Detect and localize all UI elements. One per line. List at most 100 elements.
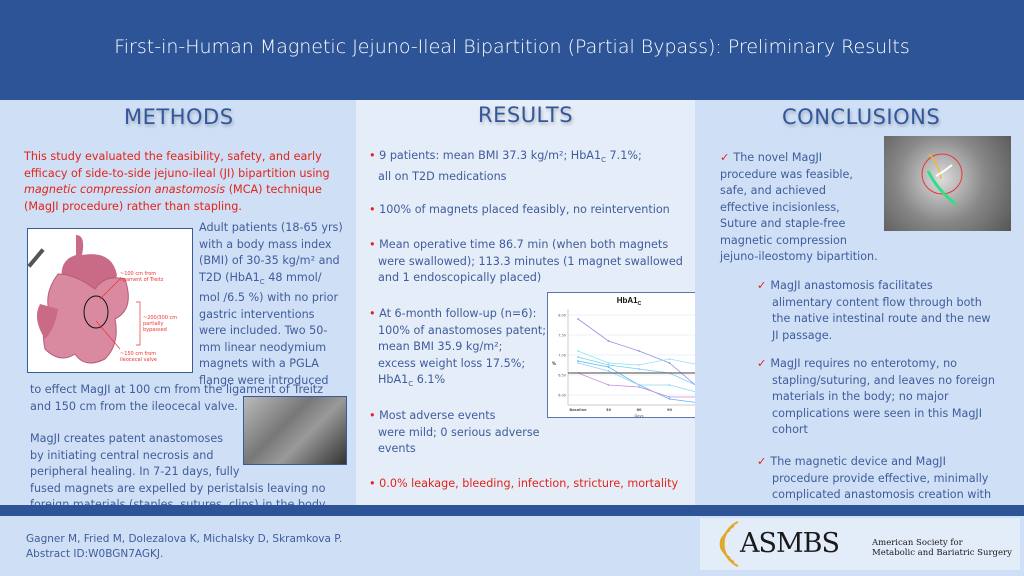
line: JI passage. xyxy=(772,328,833,342)
result-bullet: • 100% of magnets placed feasibly, no re… xyxy=(369,203,670,216)
data-point xyxy=(607,364,610,366)
logo-arcs-icon xyxy=(719,521,739,567)
check-icon: ✓ xyxy=(757,455,767,468)
line: foreign materials (staples, sutures, cli… xyxy=(30,498,328,505)
data-point xyxy=(668,396,671,398)
line: fused magnets are expelled by peristalsi… xyxy=(30,481,326,495)
text: The novel MagJI xyxy=(733,151,823,164)
data-point xyxy=(607,370,610,372)
y-tick-label: 6.00 xyxy=(558,394,566,398)
data-point xyxy=(638,368,640,370)
text: 100% of anastomoses patent; xyxy=(378,323,547,337)
chart-title: HbA1C xyxy=(617,296,642,307)
diagram-label: ligament of Treitz xyxy=(120,277,164,283)
conclusion-item: ✓ MagJI anastomosis facilitates alimentary… xyxy=(757,278,1022,344)
conclusion-item: ✓ The magnetic device and MagJI procedure … xyxy=(757,454,1022,504)
methods-intro: This study evaluated the feasibility, sa… xyxy=(24,149,344,215)
text: At 6-month follow-up (n=6): xyxy=(379,307,537,320)
methods-mechanism-text: MagJI creates patent anastomoses by init… xyxy=(30,431,350,505)
diagram-label: ~200/300 cm xyxy=(143,315,177,321)
line: effective incisionless, xyxy=(720,200,840,214)
text: events xyxy=(378,442,416,455)
conclusions-column: CONCLUSIONS ✓ The novel MagJI procedure wa… xyxy=(695,100,1024,505)
line: with a body mass index xyxy=(199,237,332,251)
text: were swallowed); 113.3 minutes (1 magnet… xyxy=(378,254,683,268)
x-tick-label: 60 xyxy=(636,408,642,412)
line: magnets with a PGLA xyxy=(199,357,319,371)
data-point xyxy=(638,386,640,388)
data-point xyxy=(577,356,579,358)
text: and 1 endoscopically placed) xyxy=(378,271,542,284)
subscript: C xyxy=(408,380,414,389)
y-axis-label: % xyxy=(552,361,556,366)
text: T2D (HbA1 xyxy=(199,270,260,284)
line: MagJI creates patent anastomoses xyxy=(30,432,224,445)
line: procedure was feasible, xyxy=(720,167,853,181)
data-point xyxy=(607,362,610,364)
line: peripheral healing. In 7-21 days, fully xyxy=(30,465,240,478)
text: The magnetic device and MagJI xyxy=(770,455,946,468)
data-point xyxy=(607,384,610,386)
asmbs-logo: ASMBS American Society for Metabolic and … xyxy=(700,518,1020,570)
line: and 150 cm from the ileocecal valve. xyxy=(30,399,238,413)
poster-title: First-in-Human Magnetic Jejuno-Ileal Bip… xyxy=(114,36,910,58)
line: magnetic compression xyxy=(720,233,847,247)
data-point xyxy=(638,384,640,386)
methods-column: METHODS This study evaluated the feasibi… xyxy=(0,100,356,505)
diagram-label: partially xyxy=(143,321,163,327)
text: mean BMI 35.9 kg/m²; xyxy=(378,340,503,353)
text: Mean operative time 86.7 min (when both … xyxy=(379,238,669,251)
y-tick-label: 7.50 xyxy=(558,334,566,338)
x-tick-label: 90 xyxy=(667,408,673,412)
conclusion-item: ✓ The novel MagJI procedure was feasible, s… xyxy=(720,150,890,266)
result-bullet: • 9 patients: mean BMI 37.3 kg/m²; HbA1C… xyxy=(369,149,642,183)
intro-emphasis: magnetic compression anastomosis xyxy=(24,183,226,196)
line: complications were seen in this MagJI xyxy=(772,406,983,420)
authors: Gagner M, Fried M, Dolezalova K, Michals… xyxy=(26,533,343,545)
xray-image xyxy=(243,396,347,465)
text: 6.1% xyxy=(413,373,446,386)
hba1c-chart: HbA1C 8.00 7.50 7.00 6.50 6.00% Baseline 30 60 90… xyxy=(547,292,710,418)
subscript: C xyxy=(259,277,265,286)
logo-text: ASMBS xyxy=(740,528,840,559)
data-point xyxy=(607,366,610,368)
data-point xyxy=(668,358,671,360)
abstract-id: Abstract ID:W0BGN7AGKJ. xyxy=(26,548,164,560)
y-tick-label: 8.00 xyxy=(558,314,566,318)
data-point xyxy=(638,364,640,366)
line: Suture and staple-free xyxy=(720,217,846,230)
title-banner: First-in-Human Magnetic Jejuno-Ileal Bip… xyxy=(0,0,1024,100)
text: HbA1 xyxy=(378,373,409,386)
line: alimentary content flow through both xyxy=(772,295,982,309)
data-point xyxy=(577,362,579,364)
intro-text-end: (MCA) technique (MagJI procedure) rather… xyxy=(24,183,322,213)
line: the native intestinal route and the new xyxy=(772,312,991,325)
line: stapling/suturing, and leaves no foreign xyxy=(772,373,995,387)
x-axis-label: Days xyxy=(635,414,644,418)
data-point xyxy=(668,398,671,400)
line: cohort xyxy=(772,423,808,436)
x-tick-label: 30 xyxy=(606,408,612,412)
line: mm linear neodymium xyxy=(199,340,327,354)
intro-text: This study evaluated the feasibility, sa… xyxy=(24,150,330,180)
check-icon: ✓ xyxy=(757,279,767,292)
line: flange were introduced xyxy=(199,373,329,387)
y-tick-label: 6.50 xyxy=(558,374,566,378)
line: materials in the body; no major xyxy=(772,390,949,403)
text: MagJI requires no enterotomy, no xyxy=(770,357,958,370)
diagram-label: bypassed xyxy=(143,327,167,333)
result-bullet: • Most adverse events were mild; 0 seriou… xyxy=(369,409,540,455)
line: by initiating central necrosis and xyxy=(30,448,214,462)
text: 0.0% leakage, bleeding, infection, stric… xyxy=(379,477,679,490)
text: were mild; 0 serious adverse xyxy=(378,425,540,439)
logo-subtitle: American Society for Metabolic and Bariat… xyxy=(872,538,1012,558)
data-point xyxy=(577,360,579,362)
citation: Gagner M, Fried M, Dolezalova K, Michals… xyxy=(26,532,342,562)
line: American Society for xyxy=(872,538,963,548)
diagram-label: ~150 cm from xyxy=(120,351,156,357)
check-icon: ✓ xyxy=(720,151,730,164)
result-bullet: • At 6-month follow-up (n=6): 100% of ana… xyxy=(369,307,547,389)
line: (BMI) of 30-35 kg/m² and xyxy=(199,254,340,267)
diagram-label: ~100 cm from xyxy=(120,271,156,277)
text: 100% of magnets placed feasibly, no rein… xyxy=(379,203,670,216)
